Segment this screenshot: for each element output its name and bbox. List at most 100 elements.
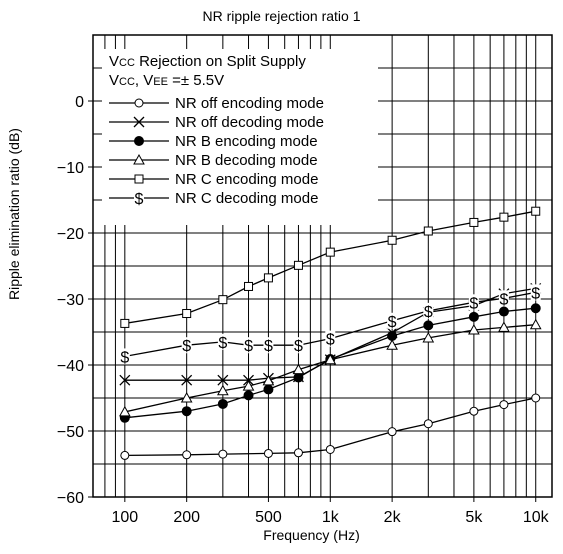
data-point [387,427,397,437]
legend-label: NR B decoding mode [175,152,318,169]
data-point: $ [531,285,540,302]
series-group: $ $ $ $ $ $ $ $ $ $ $ $ [118,206,542,460]
y-tick-label: −10 [57,160,84,177]
legend-background [102,49,378,225]
data-point [217,384,229,396]
data-point [386,339,398,350]
legend-label: NR C decoding mode [175,190,318,207]
data-point [325,444,335,454]
data-point: $ [499,291,508,308]
data-point: $ [218,335,227,352]
data-point [325,247,335,257]
legend-label: NR C encoding mode [175,171,318,188]
annotation-line-1: VCC Rejection on Split Supply [109,53,306,70]
data-point [134,174,144,184]
series-line [124,324,536,413]
series-5 [124,210,536,325]
data-point-bg [423,302,434,319]
annotation-line-2: VCC, VEE =± 5.5V [109,72,224,89]
y-tick-label: −30 [57,292,84,309]
data-point [469,217,479,227]
series-4 [124,324,536,413]
data-point-bg [217,333,228,350]
data-point: $ [244,338,253,355]
data-point [293,260,303,270]
data-point [469,406,479,416]
data-point [292,363,305,375]
data-point [119,374,131,386]
data-point [423,226,433,236]
data-point [217,374,229,386]
x-tick-label: 500 [255,509,282,526]
data-point [293,448,303,458]
series-line [124,210,536,325]
data-point [181,406,192,417]
data-point: $ [182,338,191,355]
data-point [218,295,228,305]
data-point [244,281,254,291]
x-tick-label: 10k [523,509,550,526]
data-point [468,311,479,322]
data-point: $ [264,338,273,355]
series-line [124,307,536,419]
y-tick-label: −20 [57,226,84,243]
data-point [423,419,433,429]
x-tick-label: 5k [465,509,483,526]
legend: VCC Rejection on Split Supply VCC, VEE =±… [102,49,378,225]
data-point [181,374,193,386]
data-point [293,372,304,383]
data-point [120,318,130,328]
data-point: $ [120,349,129,366]
plot-frame [92,34,553,498]
y-tick-label: −60 [57,490,84,507]
data-point [422,331,435,343]
data-point [529,318,542,330]
data-point-bg [119,348,130,365]
data-point [531,393,541,403]
data-point [218,449,228,459]
data-point-bg [325,330,336,347]
series-3-markers [119,303,541,423]
series-5-markers [120,206,541,328]
data-point-bg [134,190,144,206]
data-point: $ [326,332,335,349]
data-point [263,273,273,283]
data-point [134,136,144,146]
data-point [468,323,480,335]
data-point [133,153,145,165]
data-point [134,98,144,108]
legend-label: NR off encoding mode [175,95,324,112]
series-4-markers [118,318,542,417]
data-point: $ [135,191,144,208]
data-point [217,398,228,409]
data-point [499,400,509,410]
data-point [243,390,254,401]
data-point [423,320,434,331]
data-point: $ [294,338,303,355]
data-point-bg [243,337,254,354]
axes: 0 −10 −20 −30 −40 −50 −60 100 200 500 1k 2k 5k 10k [57,34,553,526]
data-point-bg [293,337,304,354]
data-point [531,206,541,216]
x-tick-label: 2k [384,509,402,526]
data-point [180,391,193,403]
data-point [263,384,274,395]
data-point [182,309,192,319]
data-point [387,330,398,341]
data-point [133,116,145,128]
data-point: $ [424,304,433,321]
data-point [387,235,397,245]
data-point: $ [388,314,397,331]
data-point: $ [469,295,478,312]
data-point [242,380,255,391]
series-1-markers [120,393,541,460]
data-point-bg [387,312,398,329]
series-6 [124,291,536,358]
legend-label: NR B encoding mode [175,133,318,150]
data-point [262,374,275,386]
data-point-bg [498,290,509,307]
data-point [324,353,337,365]
series-3 [124,307,536,419]
data-point [120,450,130,460]
